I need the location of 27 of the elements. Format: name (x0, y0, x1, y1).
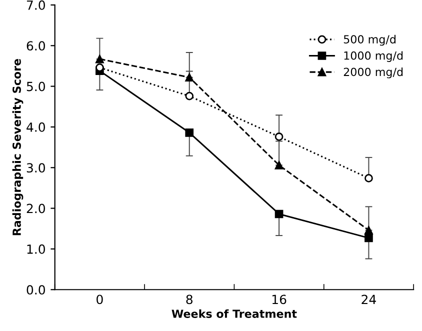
x-tick-label: 8 (186, 294, 192, 304)
point (364, 226, 373, 234)
y-tick-label: 2.0 (26, 204, 46, 214)
point (364, 234, 373, 242)
point (185, 92, 194, 100)
y-axis-title: Radiographic Severity Score (12, 58, 24, 236)
y-tick-label: 5.0 (26, 82, 46, 92)
x-tick-label: 24 (362, 294, 376, 304)
point (274, 132, 284, 141)
y-tick-label: 4.0 (26, 122, 46, 132)
legend-label: 500 mg/d (344, 34, 396, 46)
point (185, 73, 194, 82)
point (96, 54, 104, 64)
y-tick-label: 7.0 (26, 0, 46, 10)
y-tick-label: 1.0 (27, 244, 46, 254)
point (364, 174, 373, 182)
point (274, 210, 284, 218)
x-tick-label: 16 (272, 294, 286, 304)
legend-label: 1000 mg/d (344, 51, 403, 62)
y-tick-label: 3.0 (26, 163, 46, 173)
point (185, 128, 194, 137)
x-axis-title: Weeks of Treatment (172, 309, 297, 318)
point (274, 161, 284, 170)
y-tick-label: 0.0 (26, 285, 46, 295)
y-tick-label: 6.0 (26, 41, 46, 51)
x-tick-label: 0 (96, 294, 103, 304)
legend-label: 2000 mg/d (344, 68, 403, 78)
